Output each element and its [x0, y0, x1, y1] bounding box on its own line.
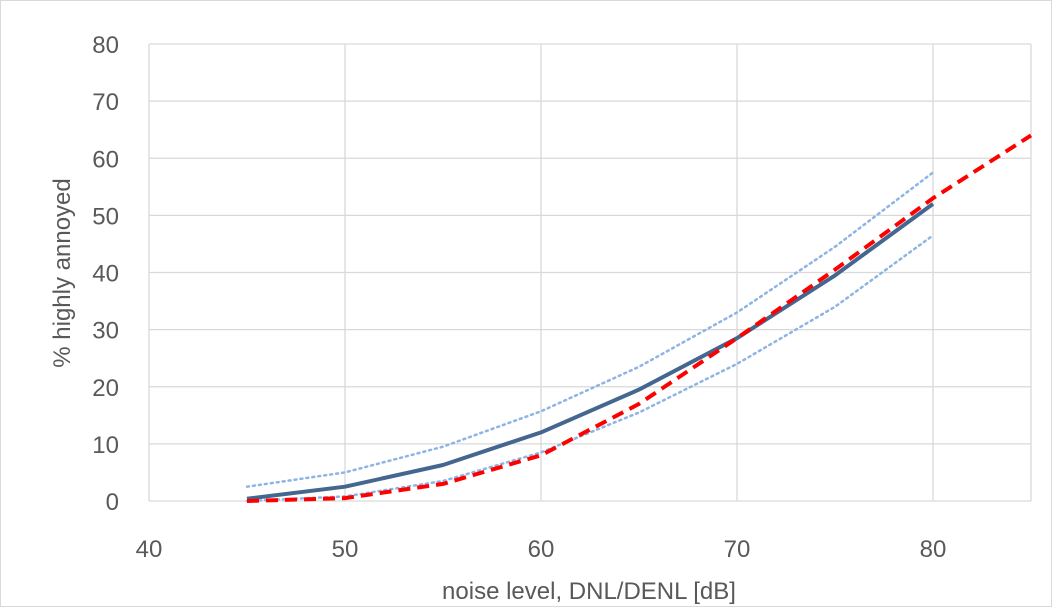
x-tick-label: 80: [920, 536, 947, 563]
y-axis-title: % highly annoyed: [49, 178, 76, 367]
y-tick-label: 70: [92, 89, 119, 116]
y-tick-labels: 0 10 20 30 40 50 60 70 80: [92, 32, 119, 516]
series-line-dotted-lower: [245, 234, 935, 503]
series-line-solid: [246, 202, 935, 501]
series-line-dotted-upper: [245, 171, 935, 488]
y-tick-label: 60: [92, 146, 119, 173]
data-series: [245, 133, 1033, 503]
x-tick-labels: 40 50 60 70 80: [136, 536, 947, 563]
y-tick-label: 50: [92, 203, 119, 230]
y-tick-label: 30: [92, 318, 119, 345]
x-tick-label: 70: [724, 536, 751, 563]
x-axis-title: noise level, DNL/DENL [dB]: [442, 578, 736, 605]
y-tick-label: 40: [92, 261, 119, 288]
x-tick-label: 50: [332, 536, 359, 563]
y-tick-label: 20: [92, 375, 119, 402]
x-tick-label: 40: [136, 536, 163, 563]
y-tick-label: 0: [106, 489, 119, 516]
gridlines: [148, 43, 1032, 502]
x-tick-label: 60: [528, 536, 555, 563]
y-tick-label: 80: [92, 32, 119, 59]
series-line-dashed: [246, 133, 1033, 503]
y-tick-label: 10: [92, 432, 119, 459]
